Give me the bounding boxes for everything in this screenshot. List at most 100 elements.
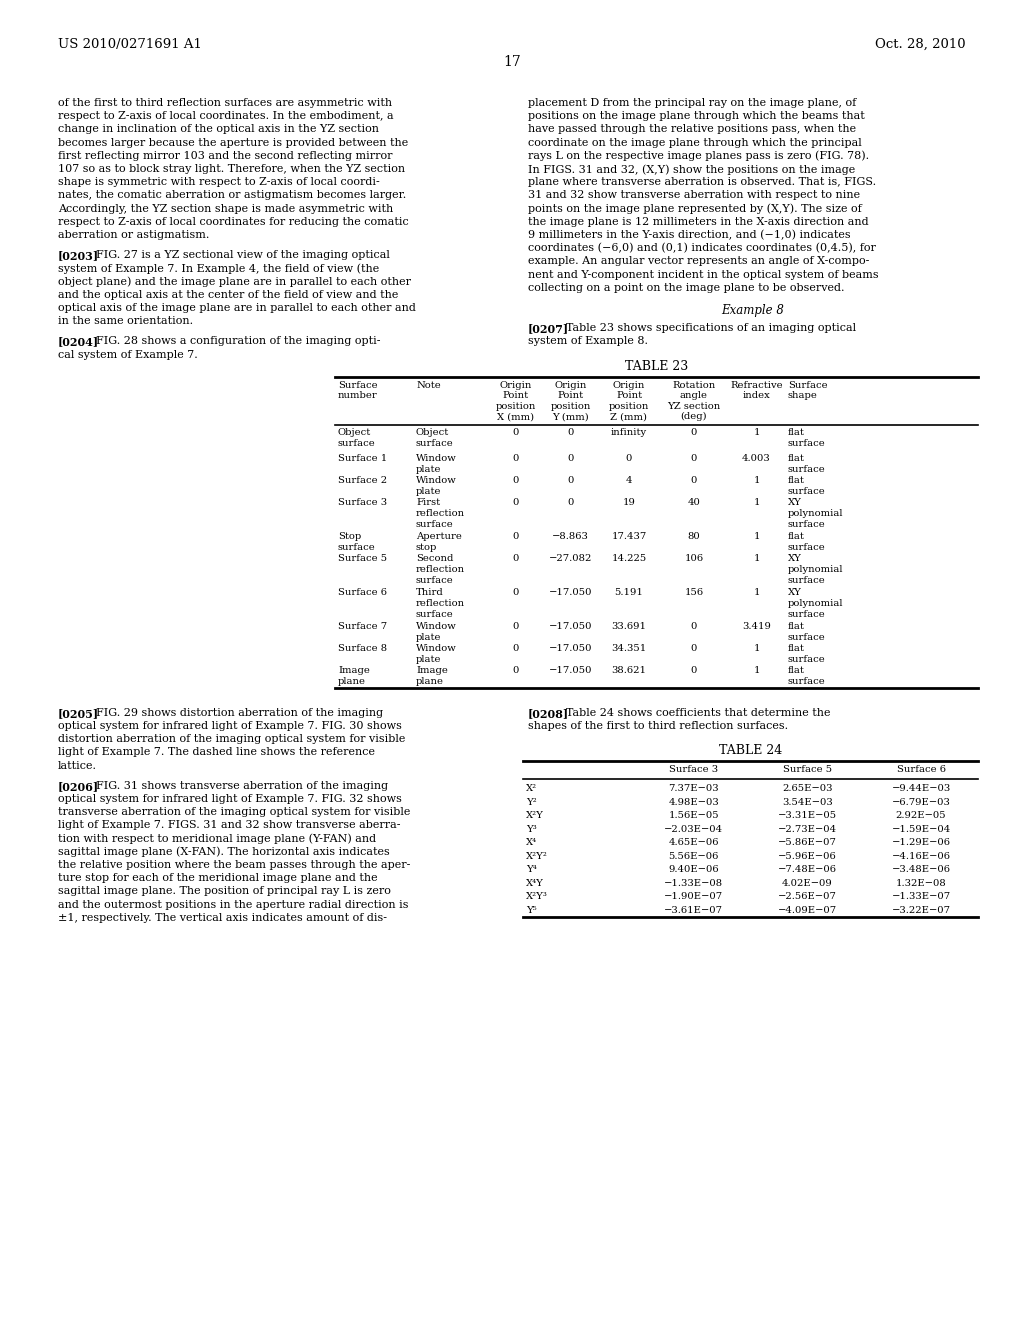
Text: positions on the image plane through which the beams that: positions on the image plane through whi… (528, 111, 864, 121)
Text: −17.050: −17.050 (549, 587, 592, 597)
Text: X (mm): X (mm) (497, 412, 535, 421)
Text: flat: flat (788, 454, 805, 463)
Text: 0: 0 (691, 428, 697, 437)
Text: Surface 3: Surface 3 (669, 766, 718, 775)
Text: Example 8: Example 8 (722, 304, 784, 317)
Text: −17.050: −17.050 (549, 665, 592, 675)
Text: distortion aberration of the imaging optical system for visible: distortion aberration of the imaging opt… (58, 734, 406, 744)
Text: −17.050: −17.050 (549, 644, 592, 653)
Text: 34.351: 34.351 (611, 644, 646, 653)
Text: 0: 0 (512, 454, 519, 463)
Text: surface: surface (788, 543, 825, 552)
Text: −8.863: −8.863 (552, 532, 589, 541)
Text: [0207]: [0207] (528, 323, 569, 334)
Text: X²Y: X²Y (526, 812, 544, 821)
Text: Accordingly, the YZ section shape is made asymmetric with: Accordingly, the YZ section shape is mad… (58, 203, 393, 214)
Text: −1.90E−07: −1.90E−07 (664, 892, 723, 902)
Text: Surface 1: Surface 1 (338, 454, 387, 463)
Text: Surface: Surface (338, 380, 378, 389)
Text: −27.082: −27.082 (549, 554, 592, 562)
Text: the relative position where the beam passes through the aper-: the relative position where the beam pas… (58, 861, 411, 870)
Text: [0208]: [0208] (528, 708, 569, 719)
Text: lattice.: lattice. (58, 760, 97, 771)
Text: Image: Image (416, 665, 447, 675)
Text: polynomial: polynomial (788, 565, 844, 574)
Text: −9.44E−03: −9.44E−03 (892, 784, 950, 793)
Text: −3.61E−07: −3.61E−07 (665, 906, 723, 915)
Text: −1.33E−08: −1.33E−08 (664, 879, 723, 888)
Text: surface: surface (416, 576, 454, 585)
Text: coordinate on the image plane through which the principal: coordinate on the image plane through wh… (528, 137, 862, 148)
Text: 0: 0 (512, 532, 519, 541)
Text: Object: Object (416, 428, 450, 437)
Text: surface: surface (338, 438, 376, 447)
Text: 4.02E−09: 4.02E−09 (782, 879, 833, 888)
Text: Window: Window (416, 454, 457, 463)
Text: position: position (609, 401, 649, 411)
Text: respect to Z-axis of local coordinates for reducing the comatic: respect to Z-axis of local coordinates f… (58, 216, 409, 227)
Text: Surface 7: Surface 7 (338, 622, 387, 631)
Text: 0: 0 (512, 622, 519, 631)
Text: reflection: reflection (416, 508, 465, 517)
Text: XY: XY (788, 498, 802, 507)
Text: 40: 40 (687, 498, 700, 507)
Text: 1: 1 (754, 554, 760, 562)
Text: X²Y²: X²Y² (526, 851, 548, 861)
Text: FIG. 31 shows transverse aberration of the imaging: FIG. 31 shows transverse aberration of t… (96, 781, 388, 791)
Text: (deg): (deg) (681, 412, 708, 421)
Text: plate: plate (416, 632, 441, 642)
Text: −4.09E−07: −4.09E−07 (778, 906, 837, 915)
Text: YZ section: YZ section (668, 401, 721, 411)
Text: number: number (338, 391, 378, 400)
Text: X²: X² (526, 784, 538, 793)
Text: 1: 1 (754, 498, 760, 507)
Text: 4.003: 4.003 (742, 454, 771, 463)
Text: −17.050: −17.050 (549, 622, 592, 631)
Text: 1.32E−08: 1.32E−08 (896, 879, 946, 888)
Text: Window: Window (416, 475, 457, 484)
Text: −3.48E−06: −3.48E−06 (892, 866, 950, 874)
Text: US 2010/0271691 A1: US 2010/0271691 A1 (58, 38, 202, 51)
Text: aberration or astigmatism.: aberration or astigmatism. (58, 230, 209, 240)
Text: −3.22E−07: −3.22E−07 (892, 906, 950, 915)
Text: 0: 0 (626, 454, 632, 463)
Text: XY: XY (788, 554, 802, 562)
Text: tion with respect to meridional image plane (Y-FAN) and: tion with respect to meridional image pl… (58, 834, 376, 845)
Text: have passed through the relative positions pass, when the: have passed through the relative positio… (528, 124, 856, 135)
Text: Origin: Origin (612, 380, 645, 389)
Text: Y⁵: Y⁵ (526, 906, 537, 915)
Text: Table 23 shows specifications of an imaging optical: Table 23 shows specifications of an imag… (566, 323, 856, 333)
Text: and the optical axis at the center of the field of view and the: and the optical axis at the center of th… (58, 290, 398, 300)
Text: example. An angular vector represents an angle of X-compo-: example. An angular vector represents an… (528, 256, 869, 267)
Text: 0: 0 (512, 498, 519, 507)
Text: object plane) and the image plane are in parallel to each other: object plane) and the image plane are in… (58, 277, 411, 288)
Text: FIG. 27 is a YZ sectional view of the imaging optical: FIG. 27 is a YZ sectional view of the im… (96, 251, 390, 260)
Text: first reflecting mirror 103 and the second reflecting mirror: first reflecting mirror 103 and the seco… (58, 150, 392, 161)
Text: Oct. 28, 2010: Oct. 28, 2010 (876, 38, 966, 51)
Text: Window: Window (416, 644, 457, 653)
Text: Origin: Origin (554, 380, 587, 389)
Text: 1: 1 (754, 587, 760, 597)
Text: 33.691: 33.691 (611, 622, 646, 631)
Text: plane where transverse aberration is observed. That is, FIGS.: plane where transverse aberration is obs… (528, 177, 877, 187)
Text: 3.419: 3.419 (742, 622, 771, 631)
Text: 2.92E−05: 2.92E−05 (896, 812, 946, 821)
Text: 0: 0 (567, 454, 573, 463)
Text: sagittal image plane (X-FAN). The horizontal axis indicates: sagittal image plane (X-FAN). The horizo… (58, 847, 390, 858)
Text: −4.16E−06: −4.16E−06 (892, 851, 950, 861)
Text: reflection: reflection (416, 599, 465, 607)
Text: First: First (416, 498, 440, 507)
Text: TABLE 24: TABLE 24 (719, 744, 782, 758)
Text: stop: stop (416, 543, 437, 552)
Text: 0: 0 (691, 622, 697, 631)
Text: Surface 6: Surface 6 (338, 587, 387, 597)
Text: the image plane is 12 millimeters in the X-axis direction and: the image plane is 12 millimeters in the… (528, 216, 868, 227)
Text: 7.37E−03: 7.37E−03 (669, 784, 719, 793)
Text: of the first to third reflection surfaces are asymmetric with: of the first to third reflection surface… (58, 98, 392, 108)
Text: [0203]: [0203] (58, 251, 99, 261)
Text: Z (mm): Z (mm) (610, 412, 647, 421)
Text: 0: 0 (567, 475, 573, 484)
Text: 0: 0 (512, 475, 519, 484)
Text: 0: 0 (691, 454, 697, 463)
Text: 0: 0 (512, 665, 519, 675)
